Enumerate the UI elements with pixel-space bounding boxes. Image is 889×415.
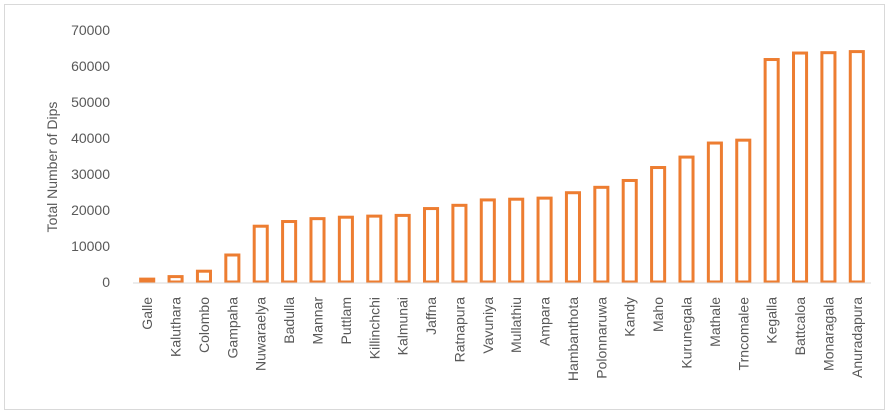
bar [536,196,553,284]
bar [820,51,837,284]
x-tick-label: Gampaha [224,297,240,359]
x-tick-label: Mannar [310,297,326,345]
y-tick-label: 50000 [71,94,110,110]
x-tick-label: Battcaloa [792,297,808,356]
bar [650,166,667,284]
bar [564,191,581,284]
x-tick-label: Ampara [537,297,553,346]
bar [621,178,638,284]
bar [706,141,723,284]
x-tick-label: Anuradapura [849,297,865,378]
x-tick-label: Galle [139,297,155,330]
x-tick-label: Colombo [196,297,212,353]
bar [139,277,156,284]
bar [366,214,383,284]
x-tick-label: Vavuniya [480,297,496,354]
bar [195,269,212,284]
x-tick-label: Kandy [622,297,638,337]
x-tick-label: Hambanthota [565,297,581,381]
bar [394,213,411,284]
x-tick-label: Kalmunai [395,297,411,355]
x-tick-label: Mullathiu [508,297,524,353]
x-tick-label: Kurunegala [679,297,695,369]
x-tick-label: Badulla [281,297,297,344]
bar [792,51,809,284]
x-tick-label: Nuwaraelya [253,297,269,371]
y-tick-label: 30000 [71,166,110,182]
y-tick-label: 10000 [71,238,110,254]
x-tick-label: Puttlam [338,297,354,344]
bar-series [139,50,865,284]
x-tick-label: Polonnaruwa [593,297,609,379]
bar [281,220,298,284]
y-tick-label: 0 [102,274,110,290]
bar [593,185,610,284]
bar [167,275,184,284]
bar [337,215,354,284]
bar [678,155,695,284]
x-tick-label: Kaluthara [168,297,184,357]
y-tick-label: 60000 [71,58,110,74]
x-tick-label: Mathale [707,297,723,347]
x-tick-label: Maho [650,297,666,332]
bar [763,58,780,284]
bar [423,207,440,284]
x-tick-labels: Galle Kaluthara Colombo Gampaha Nuwaraelya Ba… [139,297,865,381]
x-tick-label: Kegalla [764,297,780,344]
bar [451,203,468,284]
bar [224,253,241,284]
x-tick-label: Jaffna [423,297,439,335]
y-tick-label: 40000 [71,130,110,146]
y-axis-label: Total Number of Dips [44,102,60,233]
x-tick-label: Trncomalee [735,297,751,371]
y-tick-label: 70000 [71,22,110,38]
x-tick-label: Ratnapura [451,297,467,363]
chart-frame: Total Number of Dips 0 10000 20000 30000 400… [4,4,885,410]
bar-chart: Total Number of Dips 0 10000 20000 30000 400… [44,22,871,381]
y-tick-label: 20000 [71,202,110,218]
x-tick-label: Monaragala [820,297,836,371]
y-tick-labels: 0 10000 20000 30000 40000 50000 60000 70000 [71,22,110,290]
bar [309,217,326,284]
bar [508,197,525,284]
bar [735,138,752,284]
bar [252,224,269,284]
bar [848,50,865,284]
bar [479,198,496,284]
x-tick-label: Killinchchi [366,297,382,359]
